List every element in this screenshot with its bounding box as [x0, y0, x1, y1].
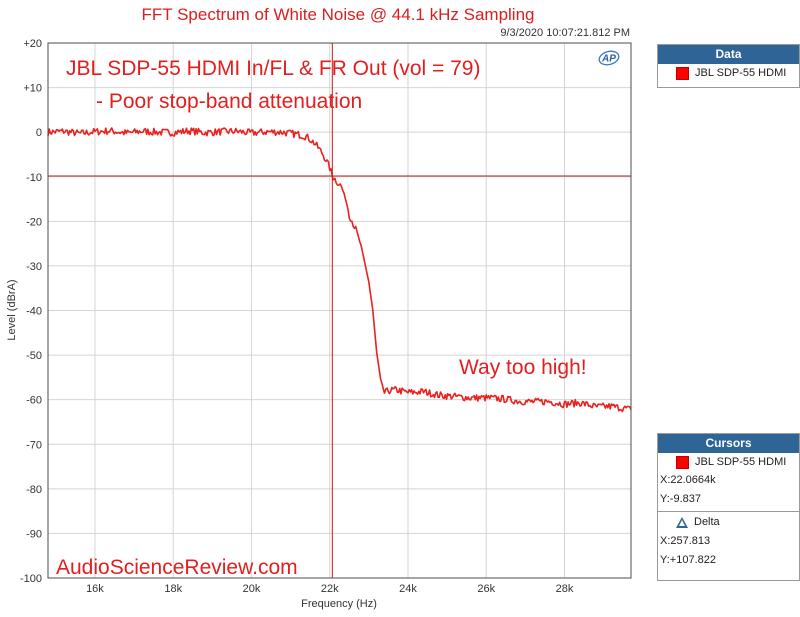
- cursors-panel: Cursors JBL SDP-55 HDMI X:22.0664k Y:-9.…: [657, 433, 800, 581]
- cursors-panel-header: Cursors: [658, 434, 799, 453]
- ap-logo-text: AP: [601, 54, 616, 65]
- y-tick-label: +10: [23, 83, 42, 95]
- y-tick-label: -30: [26, 261, 42, 273]
- annotation-callout: Way too high!: [459, 356, 587, 379]
- y-tick-label: -70: [26, 439, 42, 451]
- y-tick-label: -10: [26, 172, 42, 184]
- x-tick-label: 16k: [86, 583, 104, 595]
- x-tick-label: 28k: [556, 583, 574, 595]
- annotation-headline: JBL SDP-55 HDMI In/FL & FR Out (vol = 79…: [66, 57, 480, 80]
- watermark-text: AudioScienceReview.com: [56, 556, 298, 579]
- legend-panel-header: Data: [658, 45, 799, 64]
- y-tick-label: -90: [26, 528, 42, 540]
- x-tick-label: 26k: [477, 583, 495, 595]
- delta-icon: [676, 516, 688, 528]
- y-tick-label: -80: [26, 484, 42, 496]
- y-tick-label: -100: [20, 573, 42, 585]
- cursor-series-entry[interactable]: JBL SDP-55 HDMI: [658, 453, 799, 471]
- timestamp: 9/3/2020 10:07:21.812 PM: [500, 27, 630, 39]
- delta-y-readout: Y:+107.822: [660, 554, 716, 566]
- legend-panel: Data JBL SDP-55 HDMI: [657, 44, 800, 88]
- delta-label: Delta: [694, 516, 720, 528]
- cursor-divider: [658, 511, 799, 512]
- cursor-series-swatch: [676, 455, 689, 469]
- legend-entry[interactable]: JBL SDP-55 HDMI: [658, 64, 799, 82]
- chart-title: FFT Spectrum of White Noise @ 44.1 kHz S…: [142, 5, 535, 24]
- cursor-series-label: JBL SDP-55 HDMI: [695, 456, 787, 468]
- y-tick-label: -60: [26, 395, 42, 407]
- legend-series-label: JBL SDP-55 HDMI: [695, 67, 787, 79]
- series-line: [47, 127, 632, 413]
- grid: [48, 42, 631, 579]
- series-layer: [47, 127, 632, 413]
- x-tick-label: 24k: [399, 583, 417, 595]
- ap-logo: AP: [598, 50, 620, 66]
- series-swatch: [676, 66, 689, 80]
- x-tick-label: 18k: [164, 583, 182, 595]
- x-tick-label: 20k: [243, 583, 261, 595]
- y-tick-label: +20: [23, 38, 42, 50]
- cursor-layer: [48, 43, 631, 578]
- y-tick-label: -50: [26, 350, 42, 362]
- y-tick-label: -40: [26, 306, 42, 318]
- y-tick-label: 0: [36, 127, 42, 139]
- annotation-subline: - Poor stop-band attenuation: [96, 90, 362, 113]
- tick-labels: 16k 18k 20k 22k 24k 26k 28k +20 +10 0 -10 -20 -30 -40…: [20, 38, 574, 595]
- delta-entry[interactable]: Delta: [658, 512, 799, 532]
- cursor-y-readout: Y:-9.837: [660, 493, 701, 505]
- cursor-x-readout: X:22.0664k: [660, 474, 716, 486]
- x-axis-label: Frequency (Hz): [301, 598, 377, 610]
- y-tick-label: -20: [26, 216, 42, 228]
- x-tick-label: 22k: [321, 583, 339, 595]
- y-axis-label: Level (dBrA): [6, 279, 18, 340]
- plot-border: [47, 42, 632, 579]
- delta-x-readout: X:257.813: [660, 535, 711, 547]
